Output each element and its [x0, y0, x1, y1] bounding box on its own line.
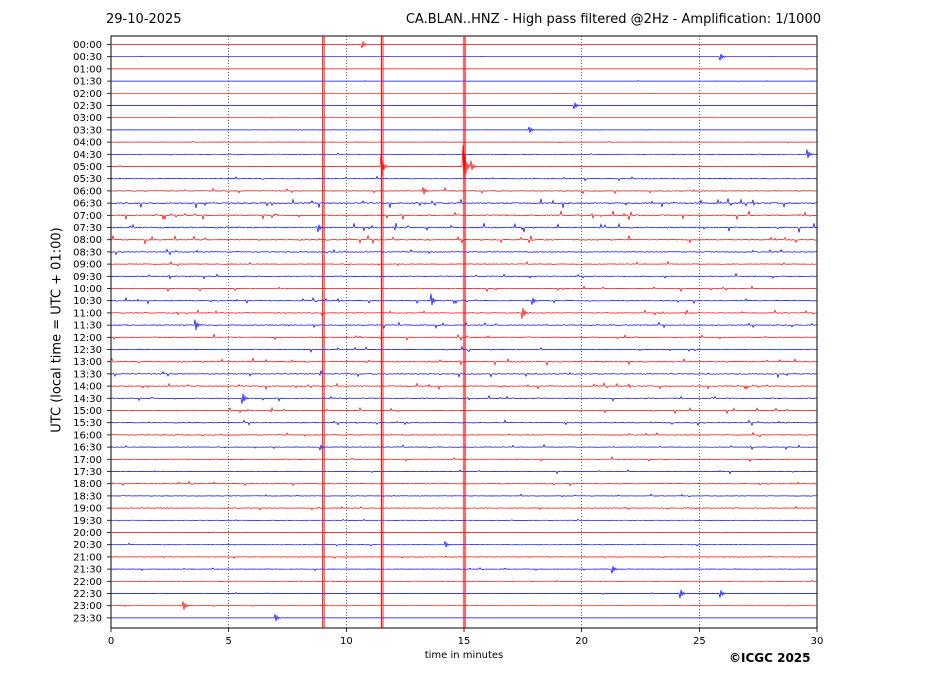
row-label: 06:00 — [73, 186, 102, 197]
row-label: 01:30 — [73, 77, 102, 88]
row-label: 20:30 — [73, 540, 102, 551]
row-label: 14:30 — [73, 394, 102, 405]
row-label: 07:30 — [73, 223, 102, 234]
row-label: 15:30 — [73, 418, 102, 429]
row-label: 08:30 — [73, 247, 102, 258]
row-label: 10:00 — [73, 284, 102, 295]
row-label: 13:00 — [73, 357, 102, 368]
row-label: 19:00 — [73, 504, 102, 515]
x-axis-label: time in minutes — [424, 650, 504, 661]
row-label: 05:00 — [73, 162, 102, 173]
row-label: 17:30 — [73, 467, 102, 478]
row-label: 08:00 — [73, 235, 102, 246]
row-label: 21:00 — [73, 552, 102, 563]
row-label: 12:00 — [73, 333, 102, 344]
row-label: 07:00 — [73, 211, 102, 222]
row-label: 18:30 — [73, 491, 102, 502]
row-label: 20:00 — [73, 528, 102, 539]
row-label: 11:00 — [73, 308, 102, 319]
row-label: 02:30 — [73, 101, 102, 112]
row-label: 09:00 — [73, 260, 102, 271]
row-label: 10:30 — [73, 296, 102, 307]
row-label: 14:00 — [73, 382, 102, 393]
row-label: 19:30 — [73, 516, 102, 527]
row-label: 22:30 — [73, 589, 102, 600]
x-tick-label: 5 — [225, 636, 231, 647]
row-label: 16:30 — [73, 443, 102, 454]
row-label: 03:30 — [73, 125, 102, 136]
row-label: 00:30 — [73, 52, 102, 63]
row-label: 05:30 — [73, 174, 102, 185]
row-label: 11:30 — [73, 321, 102, 332]
date-label: 29-10-2025 — [106, 12, 182, 27]
y-axis-label: UTC (local time = UTC + 01:00) — [49, 227, 65, 433]
row-label: 23:00 — [73, 601, 102, 612]
row-label: 02:00 — [73, 89, 102, 100]
row-label: 22:00 — [73, 577, 102, 588]
row-label: 01:00 — [73, 64, 102, 75]
x-tick-label: 25 — [693, 636, 706, 647]
row-label: 03:00 — [73, 113, 102, 124]
row-label: 12:30 — [73, 345, 102, 356]
row-label: 18:00 — [73, 479, 102, 490]
row-label: 15:00 — [73, 406, 102, 417]
row-label: 04:00 — [73, 138, 102, 149]
x-tick-label: 20 — [575, 636, 588, 647]
row-label: 09:30 — [73, 272, 102, 283]
row-label: 04:30 — [73, 150, 102, 161]
row-label: 16:00 — [73, 430, 102, 441]
x-tick-label: 10 — [340, 636, 353, 647]
row-label: 13:30 — [73, 369, 102, 380]
row-label: 23:30 — [73, 613, 102, 624]
copyright-label: ©ICGC 2025 — [729, 651, 811, 665]
row-label: 17:00 — [73, 455, 102, 466]
x-tick-label: 30 — [811, 636, 824, 647]
chart-title: CA.BLAN..HNZ - High pass filtered @2Hz -… — [405, 12, 821, 27]
x-tick-label: 15 — [458, 636, 471, 647]
row-label: 00:00 — [73, 40, 102, 51]
row-label: 06:30 — [73, 199, 102, 210]
row-label: 21:30 — [73, 565, 102, 576]
x-tick-label: 0 — [108, 636, 114, 647]
